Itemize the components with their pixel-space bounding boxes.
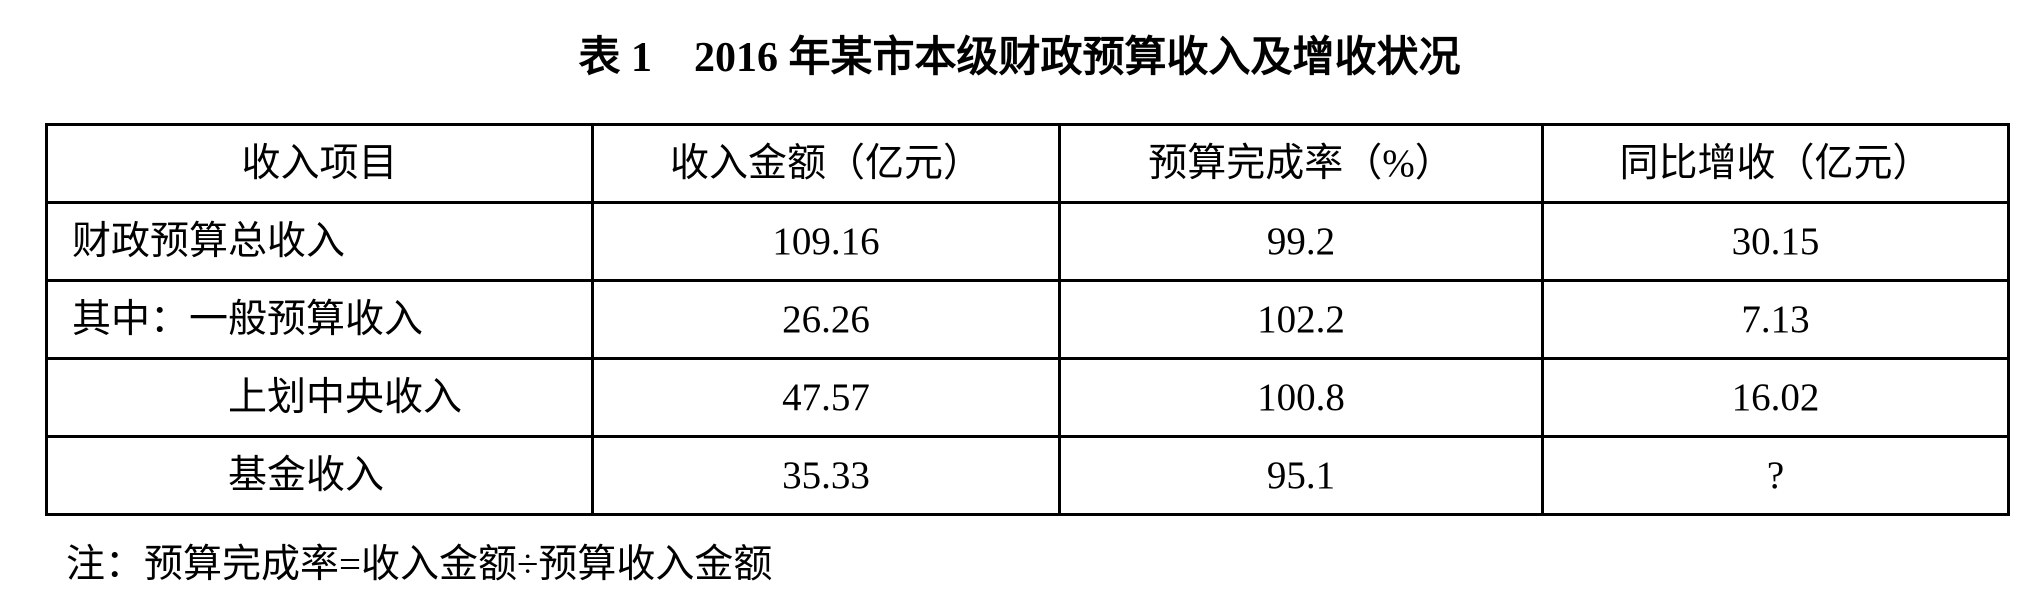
table-header-row: 收入项目 收入金额（亿元） 预算完成率（%） 同比增收（亿元） [45,123,2010,204]
table-cell: 102.2 [1058,279,1544,360]
table-row: 其中：一般预算收入 26.26 102.2 7.13 [45,279,2010,360]
table-cell: 47.57 [591,357,1061,438]
header-cell: 收入项目 [45,123,594,204]
header-cell: 同比增收（亿元） [1541,123,2010,204]
table-cell: 7.13 [1541,279,2010,360]
table-cell: 100.8 [1058,357,1544,438]
revenue-table: 收入项目 收入金额（亿元） 预算完成率（%） 同比增收（亿元） 财政预算总收入 … [45,123,2010,516]
table-cell: 109.16 [591,201,1061,282]
table-row: 财政预算总收入 109.16 99.2 30.15 [45,201,2010,282]
table-cell: 16.02 [1541,357,2010,438]
header-cell: 预算完成率（%） [1058,123,1544,204]
row-label: 基金收入 [45,435,594,516]
row-label: 财政预算总收入 [45,201,594,282]
table-title: 表 1 2016 年某市本级财政预算收入及增收状况 [578,35,1461,81]
table-cell: 30.15 [1541,201,2010,282]
table-cell: ? [1541,435,2010,516]
table-row: 上划中央收入 47.57 100.8 16.02 [45,357,2010,438]
row-label: 其中：一般预算收入 [45,279,594,360]
table-note: 注：预算完成率=收入金额÷预算收入金额 [66,543,773,586]
table-cell: 35.33 [591,435,1061,516]
table-cell: 95.1 [1058,435,1544,516]
table-row: 基金收入 35.33 95.1 ? [45,435,2010,516]
row-label: 上划中央收入 [45,357,594,438]
table-cell: 26.26 [591,279,1061,360]
header-cell: 收入金额（亿元） [591,123,1061,204]
table-cell: 99.2 [1058,201,1544,282]
